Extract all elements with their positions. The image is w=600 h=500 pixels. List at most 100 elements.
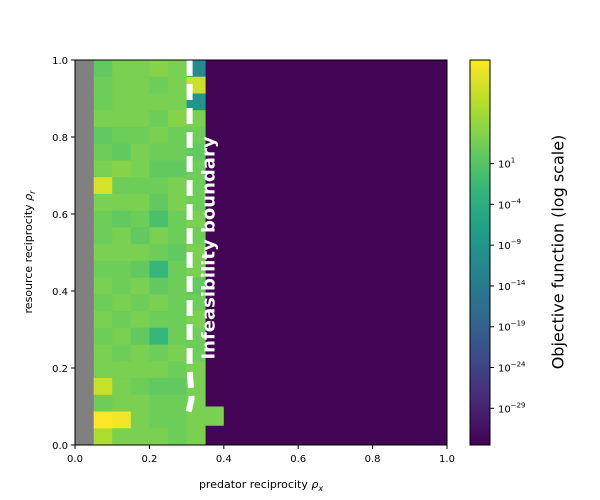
heatmap-cell — [112, 344, 132, 362]
colorbar-tick-label: 10−19 — [498, 320, 526, 334]
heatmap-cell — [168, 344, 187, 362]
heatmap-cell — [112, 361, 132, 379]
plot-frame — [74, 59, 448, 446]
heatmap-cell — [112, 378, 132, 396]
heatmap-cell — [112, 411, 132, 429]
infeasibility-boundary-line — [184, 60, 195, 417]
heatmap-cell — [93, 394, 113, 412]
heatmap-cell — [149, 428, 169, 446]
heatmap-cell — [168, 93, 187, 111]
heatmap-cell — [130, 227, 150, 245]
y-axis: 0.0 0.2 0.4 0.6 0.8 1.0 — [52, 56, 75, 452]
heatmap-cell — [93, 344, 113, 362]
heatmap-cell — [149, 143, 169, 161]
heatmap-cell — [112, 277, 132, 295]
heatmap-cell — [112, 193, 132, 212]
heatmap-cell — [168, 244, 187, 262]
heatmap-cell — [149, 227, 169, 245]
heatmap-cell — [130, 60, 150, 78]
heatmap-cell — [93, 311, 113, 329]
heatmap-cell — [149, 244, 169, 262]
heatmap-cell — [168, 76, 187, 94]
heatmap-cell — [168, 428, 187, 446]
heatmap-cell — [112, 227, 132, 245]
heatmap-cell — [112, 160, 132, 178]
heatmap-cell — [186, 428, 206, 446]
heatmap-cell — [168, 160, 187, 178]
heatmap-cell — [93, 260, 113, 279]
heatmap-cell — [168, 227, 187, 245]
colorbar-tick-label: 10−24 — [498, 361, 526, 375]
heatmap-cell — [168, 411, 187, 429]
heatmap-cell — [93, 110, 113, 128]
heatmap-cell — [130, 394, 150, 412]
heatmap-cell — [149, 60, 169, 78]
heatmap-cell — [130, 160, 150, 178]
boundary-dash — [184, 60, 195, 417]
x-tick-label: 0.4 — [216, 454, 232, 465]
heatmap-cell — [149, 327, 169, 345]
heatmap-cell — [112, 394, 132, 412]
colorbar-tick-label: 10−29 — [498, 401, 526, 415]
heatmap-cell — [130, 294, 150, 312]
y-axis-label: resource reciprocity ρr — [22, 190, 37, 314]
colorbar — [469, 59, 491, 446]
heatmap-cell — [149, 378, 169, 396]
x-tick-label: 0.0 — [67, 454, 83, 465]
y-tick-label: 0.8 — [52, 133, 68, 144]
heatmap-cell — [168, 327, 187, 345]
heatmap-cell — [112, 177, 132, 195]
heatmap-cell — [93, 327, 113, 345]
heatmap-cell — [112, 311, 132, 329]
heatmap-cell — [149, 294, 169, 312]
heatmap-cell — [149, 210, 169, 228]
x-axis-label: predator reciprocity ρx — [199, 478, 323, 493]
y-tick-label: 0.2 — [52, 364, 68, 375]
heatmap-cell — [168, 361, 187, 379]
heatmap-cell — [149, 311, 169, 329]
heatmap-cell — [112, 244, 132, 262]
heatmap-cell — [93, 177, 113, 195]
heatmap-cell — [149, 110, 169, 128]
heatmap-cells — [75, 60, 447, 446]
heatmap-cell — [112, 327, 132, 345]
heatmap-cell — [168, 143, 187, 161]
heatmap-cell — [149, 260, 169, 279]
heatmap-cell — [130, 76, 150, 94]
heatmap-cell — [168, 210, 187, 228]
heatmap-cell — [93, 143, 113, 161]
heatmap-cell — [112, 260, 132, 279]
heatmap-cell — [93, 227, 113, 245]
heatmap-cell — [93, 60, 113, 78]
heatmap-cell — [112, 110, 132, 128]
heatmap-cell — [130, 277, 150, 295]
infeasibility-boundary-label: Infeasibility boundary — [199, 136, 220, 359]
heatmap-cell — [168, 177, 187, 195]
heatmap-cell — [112, 93, 132, 111]
heatmap-cell — [168, 110, 187, 128]
x-axis: 0.0 0.2 0.4 0.6 0.8 1.0 — [67, 445, 455, 465]
heatmap-cell — [205, 406, 224, 426]
colorbar-tick-label: 10−4 — [498, 197, 522, 211]
heatmap-cell — [149, 160, 169, 178]
heatmap-cell — [149, 394, 169, 412]
x-tick-label: 1.0 — [439, 454, 455, 465]
heatmap-cell — [93, 411, 113, 429]
heatmap-cell — [168, 277, 187, 295]
y-tick-label: 0.4 — [52, 287, 68, 298]
heatmap-cell — [149, 411, 169, 429]
x-tick-label: 0.8 — [365, 454, 381, 465]
heatmap-cell — [130, 110, 150, 128]
colorbar-tick-label: 10−14 — [498, 279, 526, 293]
heatmap-cell — [149, 76, 169, 94]
heatmap-cell — [130, 193, 150, 212]
heatmap-cell — [130, 361, 150, 379]
y-tick-label: 1.0 — [52, 56, 68, 67]
heatmap-cell — [168, 394, 187, 412]
heatmap-cell — [149, 177, 169, 195]
heatmap-cell — [130, 428, 150, 446]
colorbar-ticks: 101 10−4 10−9 10−14 10−19 10−24 10−29 — [490, 157, 526, 415]
heatmap-cell — [112, 294, 132, 312]
heatmap-cell — [93, 93, 113, 111]
